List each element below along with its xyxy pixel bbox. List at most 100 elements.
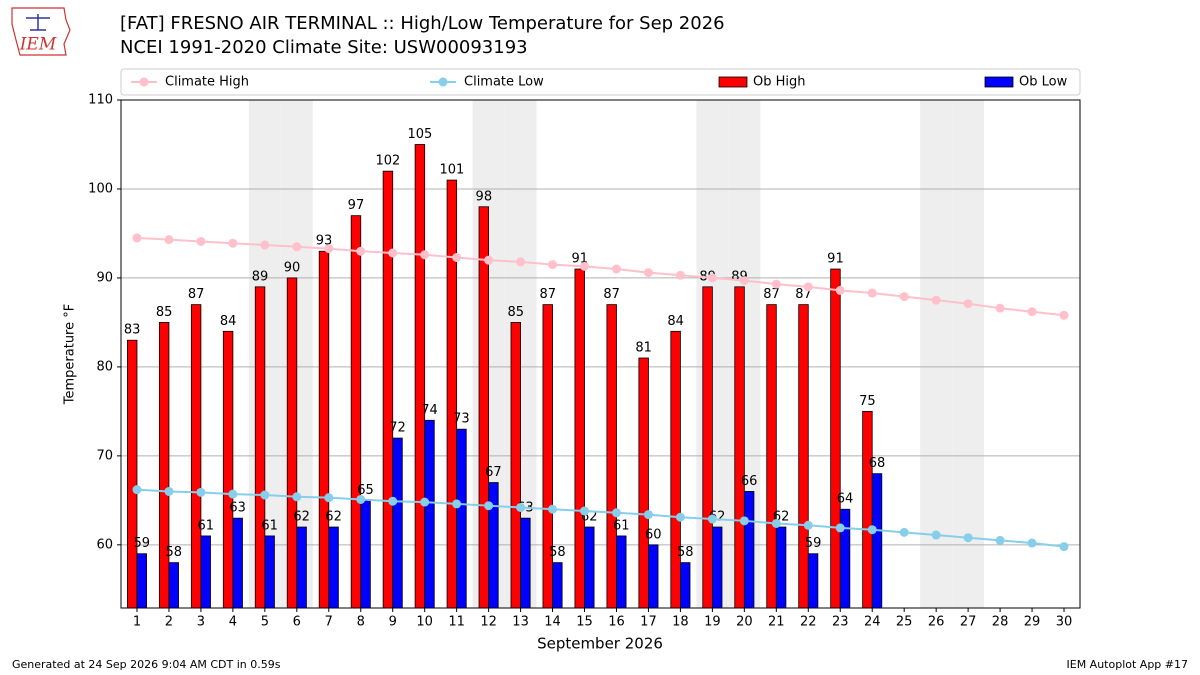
point [963, 533, 973, 543]
x-tick-label: 7 [325, 615, 333, 630]
x-tick-label: 3 [197, 615, 205, 630]
point [420, 497, 430, 507]
data-label: 58 [549, 545, 566, 560]
point [516, 257, 526, 267]
point [356, 246, 366, 256]
data-label: 87 [603, 287, 620, 302]
bar [328, 526, 339, 609]
bar [638, 357, 649, 609]
data-label: 67 [485, 465, 502, 480]
point [132, 485, 142, 495]
x-tick-label: 17 [640, 615, 657, 630]
x-tick-label: 21 [768, 615, 785, 630]
x-tick-label: 22 [800, 615, 817, 630]
point [356, 494, 366, 504]
y-tick-label: 110 [88, 93, 113, 108]
bar [190, 304, 202, 609]
legend-swatch [984, 76, 1014, 88]
data-label: 61 [613, 518, 630, 533]
data-label: 65 [357, 483, 374, 498]
x-tick-label: 24 [864, 615, 881, 630]
point [292, 242, 302, 252]
x-tick-label: 6 [293, 615, 301, 630]
x-tick-label: 4 [229, 615, 237, 630]
line [136, 488, 1065, 548]
bar [766, 304, 777, 609]
bar [136, 553, 147, 609]
point [484, 501, 494, 511]
point [995, 303, 1005, 313]
data-label: 74 [421, 403, 438, 418]
point [611, 264, 621, 274]
point [548, 504, 558, 514]
y-axis-label: Temperature °F [63, 304, 78, 405]
data-label: 62 [325, 510, 342, 525]
data-label: 64 [837, 492, 854, 507]
point [771, 518, 781, 528]
point [292, 492, 302, 502]
point [867, 288, 877, 298]
data-label: 60 [645, 527, 662, 542]
y-tick-label: 90 [96, 270, 113, 285]
bar [478, 206, 490, 609]
bar [488, 482, 499, 609]
bar [414, 144, 426, 609]
footer-right: IEM Autoplot App #17 [1067, 658, 1189, 671]
data-label: 59 [805, 536, 822, 551]
point [931, 295, 941, 305]
data-label: 84 [220, 314, 237, 329]
data-label: 58 [165, 545, 182, 560]
bar [254, 286, 266, 609]
point [420, 250, 430, 260]
point [707, 514, 717, 524]
data-label: 68 [869, 456, 886, 471]
data-label: 83 [124, 323, 141, 338]
data-label: 87 [539, 287, 556, 302]
x-tick-label: 10 [416, 615, 433, 630]
point [452, 499, 462, 509]
bar [775, 526, 787, 609]
point [580, 506, 590, 516]
legend-label: Climate Low [464, 75, 544, 90]
data-label: 101 [439, 163, 464, 178]
x-tick-label: 11 [448, 615, 465, 630]
bar [424, 419, 435, 609]
point [196, 487, 206, 497]
bar [200, 535, 211, 609]
x-tick-label: 9 [389, 615, 397, 630]
x-tick-label: 1 [133, 615, 141, 630]
point [835, 285, 845, 295]
legend-marker [139, 77, 149, 87]
point [228, 489, 238, 499]
point [611, 508, 621, 518]
bar [702, 286, 713, 609]
data-label: 61 [197, 518, 214, 533]
bar [318, 250, 330, 609]
data-label: 66 [741, 474, 758, 489]
bar [680, 562, 691, 609]
bar [648, 544, 659, 609]
data-label: 58 [677, 545, 694, 560]
data-label: 81 [635, 341, 652, 356]
point [803, 282, 813, 292]
point [260, 490, 270, 500]
x-tick-label: 8 [357, 615, 365, 630]
x-tick-label: 23 [832, 615, 849, 630]
bar [871, 473, 883, 609]
bar [798, 304, 809, 609]
bar [360, 499, 371, 609]
data-label: 85 [156, 305, 173, 320]
point [867, 525, 877, 535]
data-label: 87 [188, 287, 205, 302]
x-tick-label: 2 [165, 615, 173, 630]
bar [382, 170, 394, 609]
point [1059, 310, 1069, 320]
x-tick-label: 19 [704, 615, 721, 630]
bar [510, 322, 521, 609]
point [739, 516, 749, 526]
point [1059, 542, 1069, 552]
bar [584, 526, 595, 609]
point [803, 520, 813, 530]
data-label: 91 [827, 252, 844, 267]
